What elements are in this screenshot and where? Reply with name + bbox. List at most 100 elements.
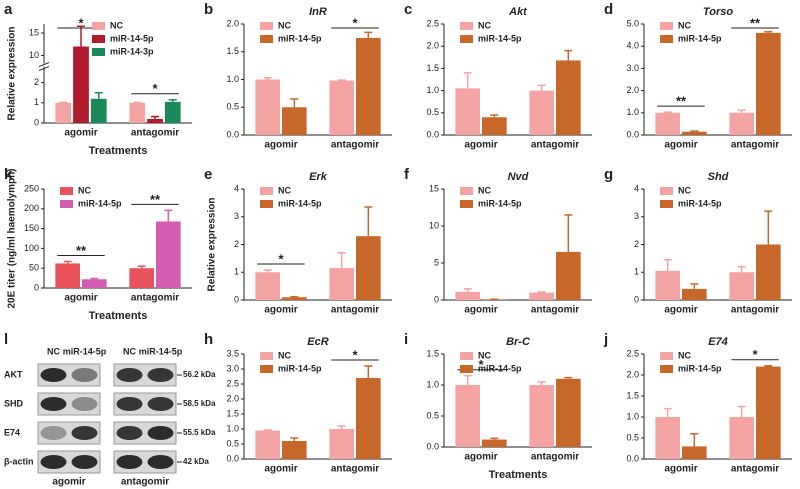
significance-label: * [352, 15, 358, 30]
significance-label: * [352, 347, 358, 362]
y-tick-label: 0.0 [626, 453, 639, 463]
chart-title: EcR [307, 336, 328, 348]
bar [556, 378, 581, 447]
bar [455, 385, 480, 447]
bar [129, 268, 154, 288]
bar [729, 112, 754, 135]
panel-label: j [603, 331, 608, 348]
legend-swatch [460, 22, 473, 30]
y-tick-label: 3.5 [226, 348, 239, 358]
y-tick-label: 3.0 [226, 363, 239, 373]
y-axis-label: Relative expression [207, 198, 218, 292]
legend-swatch [660, 200, 673, 208]
x-tick-label: agomir [64, 293, 97, 304]
legend-label: miR-14-5p [678, 198, 722, 208]
blot-band [116, 368, 143, 382]
legend-swatch [460, 200, 473, 208]
legend-swatch [260, 35, 273, 43]
panel-label: a [4, 1, 13, 18]
legend-label: NC [278, 20, 291, 30]
y-tick-label: 100 [24, 243, 39, 253]
y-tick-label: 4.0 [626, 41, 639, 51]
blot-column-label: NC [123, 346, 136, 356]
blot-group-label: antagomir [121, 477, 169, 488]
blot-row-label: E74 [4, 427, 20, 437]
blot-column-label: miR-14-5p [63, 346, 107, 356]
significance-label: * [478, 357, 484, 372]
legend-label: NC [278, 350, 291, 360]
bar [455, 88, 480, 135]
bar [356, 37, 381, 135]
legend-swatch [60, 200, 73, 208]
chart-title: E74 [708, 336, 728, 348]
blot-band [147, 426, 174, 440]
legend-swatch [660, 187, 673, 195]
legend-swatch [60, 187, 73, 195]
chart-title: Shd [708, 171, 729, 183]
bar [90, 98, 107, 123]
legend-label: NC [678, 350, 691, 360]
y-tick-label: 0.0 [426, 441, 439, 451]
x-tick-label: agomir [664, 140, 697, 151]
panel-label: h [204, 331, 213, 348]
significance-label: * [752, 347, 758, 362]
bar [73, 46, 89, 123]
y-tick-label: 3.0 [626, 63, 639, 73]
significance-label: ** [750, 15, 761, 30]
bar [556, 251, 581, 300]
x-tick-label: antagomir [331, 464, 379, 475]
panel-label: f [404, 166, 410, 183]
bar [529, 292, 554, 300]
bar [129, 102, 146, 123]
y-tick-label: 2.0 [226, 18, 239, 28]
x-tick-label: antagomir [731, 140, 779, 151]
legend-swatch [92, 35, 105, 43]
blot-row-label: AKT [4, 369, 23, 379]
legend-label: NC [478, 20, 491, 30]
significance-label: ** [150, 192, 161, 207]
y-tick-label: 0.0 [226, 453, 239, 463]
y-tick-label: 2.5 [626, 348, 639, 358]
legend-label: miR-14-5p [478, 363, 522, 373]
x-tick-label: antagomir [531, 452, 579, 463]
legend-label: NC [478, 350, 491, 360]
legend-swatch [260, 365, 273, 373]
x-tick-label: antagomir [331, 140, 379, 151]
chart-title: Torso [703, 6, 733, 18]
bar [164, 101, 181, 123]
x-tick-label: agomir [664, 464, 697, 475]
blot-band [40, 426, 67, 440]
legend-label: miR-14-5p [478, 198, 522, 208]
y-tick-label: 1.0 [426, 379, 439, 389]
y-tick-label: 2.0 [626, 369, 639, 379]
y-tick-label: 150 [24, 223, 39, 233]
y-tick-label: 1.0 [226, 74, 239, 84]
y-tick-label: 4 [634, 183, 639, 193]
panel-label: k [4, 166, 13, 183]
y-tick-label: 2 [234, 239, 239, 249]
axis-break [38, 66, 50, 72]
legend-swatch [460, 365, 473, 373]
blot-column-label: miR-14-5p [139, 346, 183, 356]
y-tick-label: 0 [434, 294, 439, 304]
y-tick-label: 0.5 [426, 107, 439, 117]
blot-row-label: SHD [4, 398, 24, 408]
legend-label: miR-14-5p [278, 363, 322, 373]
y-tick-label: 15 [29, 27, 39, 37]
legend-label: NC [78, 185, 91, 195]
x-axis-label: Treatments [89, 145, 148, 157]
legend-swatch [660, 35, 673, 43]
bar [255, 430, 280, 459]
y-tick-label: 0.0 [226, 129, 239, 139]
blot-band [71, 426, 98, 440]
bar [147, 118, 163, 123]
bar [329, 429, 354, 459]
x-tick-label: antagomir [531, 305, 579, 316]
x-tick-label: agomir [464, 140, 497, 151]
bar [356, 236, 381, 300]
y-axis-label: Relative expression [7, 27, 18, 121]
y-tick-label: 10 [29, 50, 39, 60]
legend-swatch [660, 22, 673, 30]
y-tick-label: 0 [34, 117, 39, 127]
